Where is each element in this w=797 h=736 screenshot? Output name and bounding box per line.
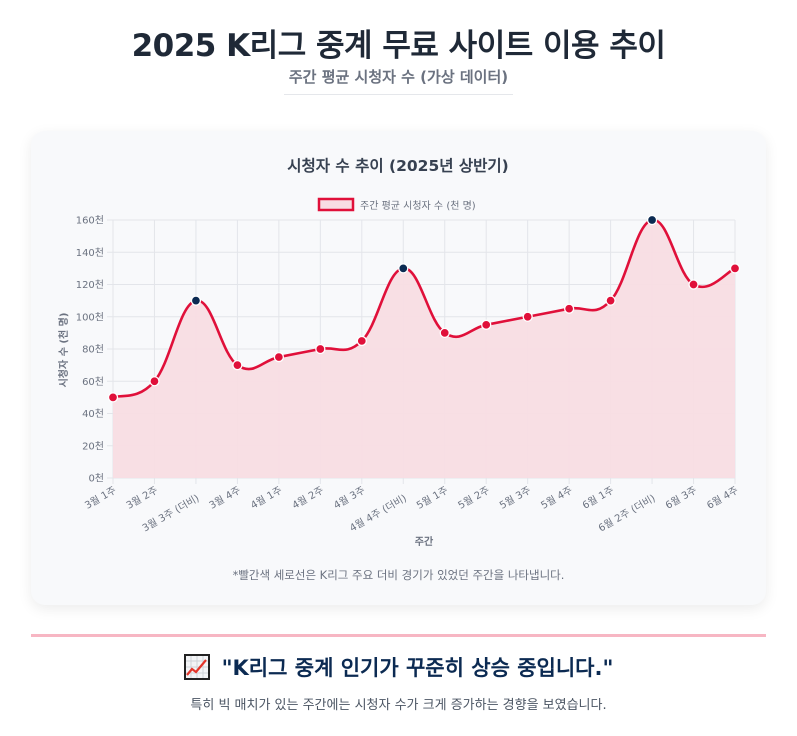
y-tick-label: 120천: [76, 279, 104, 291]
x-tick-label: 5월 2주: [456, 484, 492, 512]
line-chart: 시청자 수 추이 (2025년 상반기) 주간 평균 시청자 수 (천 명) 0…: [57, 156, 741, 548]
x-tick-label: 6월 3주: [663, 484, 699, 512]
legend-label: 주간 평균 시청자 수 (천 명): [360, 200, 476, 212]
section-divider: [31, 634, 766, 637]
y-tick-label: 160천: [76, 215, 104, 227]
legend-swatch: [317, 197, 355, 212]
subtitle-divider: [284, 94, 513, 95]
derby-data-point[interactable]: [398, 263, 409, 274]
data-point[interactable]: [439, 327, 450, 339]
y-tick-label: 100천: [76, 311, 104, 323]
x-tick-label: 3월 4주: [207, 484, 243, 512]
conclusion-detail: 특히 빅 매치가 있는 주간에는 시청자 수가 크게 증가하는 경향을 보였습니…: [190, 698, 607, 713]
data-point[interactable]: [232, 359, 243, 371]
chart-footnote: *빨간색 세로선은 K리그 주요 더비 경기가 있었던 주간을 나타냅니다.: [232, 568, 565, 582]
x-tick-label: 5월 1주: [415, 484, 451, 512]
y-tick-label: 0천: [88, 473, 104, 485]
data-point[interactable]: [563, 303, 575, 314]
x-tick-label: 4월 3주: [332, 484, 368, 512]
y-tick-label: 20천: [82, 440, 104, 452]
data-point[interactable]: [107, 392, 119, 403]
data-point[interactable]: [729, 263, 741, 274]
y-tick-label: 60천: [82, 376, 104, 388]
y-tick-label: 80천: [82, 344, 104, 356]
data-point[interactable]: [356, 335, 367, 347]
chart-title: 시청자 수 추이 (2025년 상반기): [287, 156, 509, 175]
x-tick-label: 4월 2주: [290, 484, 326, 512]
y-tick-label: 140천: [76, 247, 104, 259]
data-point[interactable]: [315, 343, 326, 355]
chart-legend[interactable]: 주간 평균 시청자 수 (천 명): [317, 197, 476, 212]
x-tick-label: 4월 1주: [249, 484, 285, 512]
page-title: 2025 K리그 중계 무료 사이트 이용 추이: [131, 28, 666, 64]
page-subtitle: 주간 평균 시청자 수 (가상 데이터): [288, 68, 509, 86]
conclusion-headline: "K리그 중계 인기가 꾸준히 상승 중입니다.": [0, 652, 797, 682]
x-tick-label: 3월 2주: [124, 484, 160, 512]
data-line: [112, 218, 736, 399]
x-tick-label: 5월 3주: [497, 484, 533, 512]
data-point[interactable]: [481, 319, 492, 330]
derby-data-point[interactable]: [190, 295, 202, 306]
data-point[interactable]: [273, 351, 285, 363]
data-point[interactable]: [605, 295, 616, 306]
x-tick-label: 3월 1주: [83, 484, 119, 512]
x-tick-label: 5월 4주: [539, 484, 575, 512]
x-axis-title: 주간: [415, 535, 434, 548]
y-tick-label: 40천: [82, 408, 104, 420]
data-point[interactable]: [688, 279, 699, 290]
derby-data-point[interactable]: [646, 214, 658, 226]
y-axis-title: 시청자 수 (천 명): [57, 313, 70, 388]
x-tick-label: 6월 4주: [705, 484, 741, 512]
conclusion-text: "K리그 중계 인기가 꾸준히 상승 중입니다.": [221, 656, 614, 680]
chart-card: 시청자 수 추이 (2025년 상반기) 주간 평균 시청자 수 (천 명) 0…: [31, 131, 766, 605]
x-tick-label: 6월 1주: [580, 484, 616, 512]
data-point[interactable]: [522, 311, 533, 322]
chart-increasing-icon: [183, 654, 210, 680]
y-axis-ticks: 0천 20천 40천 60천 80천 100천 120천 140천 160천: [76, 215, 104, 485]
data-point[interactable]: [149, 376, 160, 387]
area-fill: [113, 219, 735, 478]
data-points: [107, 214, 741, 403]
